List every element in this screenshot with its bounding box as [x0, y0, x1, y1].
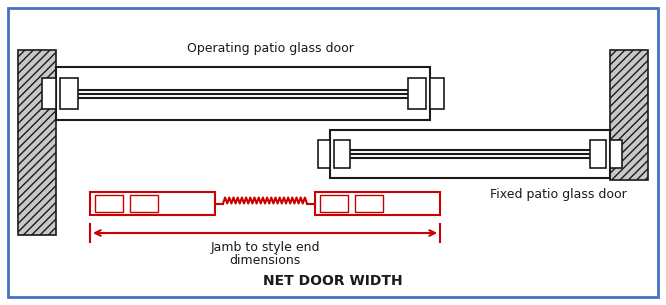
Bar	[95, 195, 123, 212]
Bar	[590, 140, 606, 168]
Bar	[330, 130, 610, 178]
Text: NET DOOR WIDTH: NET DOOR WIDTH	[263, 274, 403, 288]
Bar	[60, 77, 78, 109]
Text: Operating patio glass door: Operating patio glass door	[186, 42, 354, 55]
Bar	[318, 140, 330, 168]
Bar	[355, 195, 383, 212]
Bar	[130, 195, 158, 212]
Bar	[610, 140, 622, 168]
Text: Fixed patio glass door: Fixed patio glass door	[490, 188, 627, 201]
Bar	[320, 195, 348, 212]
Bar	[315, 192, 440, 215]
Bar	[90, 192, 215, 215]
Bar	[42, 77, 56, 109]
Bar	[18, 50, 56, 235]
Bar	[56, 67, 430, 120]
Text: dimensions: dimensions	[229, 254, 300, 267]
Bar	[430, 77, 444, 109]
Text: Jamb to style end: Jamb to style end	[210, 242, 320, 254]
Bar	[610, 50, 648, 180]
Bar	[334, 140, 350, 168]
Bar	[408, 77, 426, 109]
